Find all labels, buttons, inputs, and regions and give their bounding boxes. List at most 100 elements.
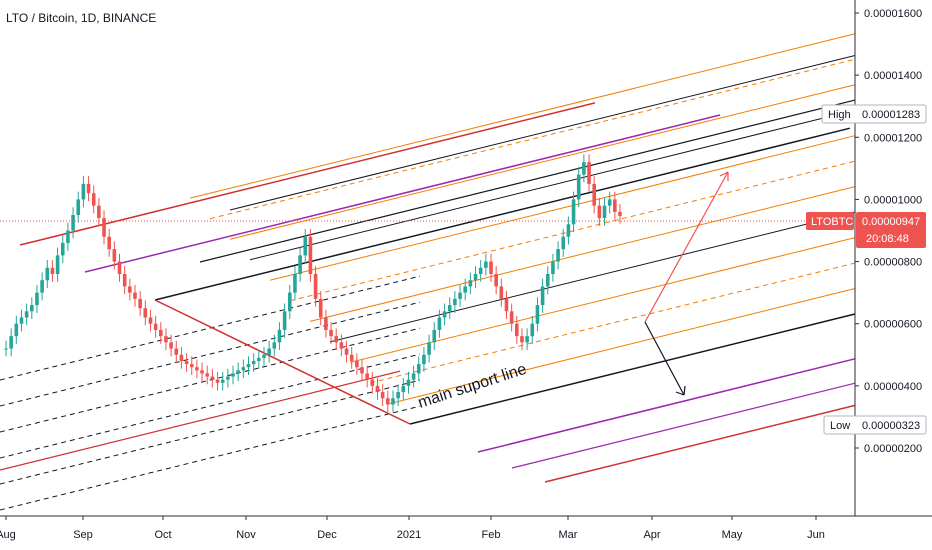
candle-body[interactable] — [19, 317, 24, 324]
candle-body[interactable] — [576, 174, 581, 200]
time-axis[interactable]: Aug Sep Oct Nov Dec 2021 Feb Mar Apr May Jun — [0, 516, 825, 541]
candle-body[interactable] — [205, 373, 210, 377]
candle-body[interactable] — [571, 199, 576, 225]
candle-body[interactable] — [515, 323, 519, 337]
candle-body[interactable] — [107, 236, 111, 250]
candle-body[interactable] — [4, 348, 8, 350]
channel-line[interactable] — [0, 379, 421, 485]
candle-body[interactable] — [504, 298, 509, 312]
candle-body[interactable] — [29, 305, 34, 312]
candles[interactable] — [4, 154, 622, 413]
price-axis[interactable]: 0.00001600 0.00001400 0.00001200 0.00001000… — [855, 8, 922, 455]
candle-body[interactable] — [251, 361, 256, 365]
candle-body[interactable] — [396, 392, 400, 399]
candle-body[interactable] — [613, 199, 617, 212]
candle-body[interactable] — [427, 342, 431, 355]
candle-body[interactable] — [561, 236, 566, 250]
candle-body[interactable] — [60, 242, 65, 256]
candle-body[interactable] — [525, 336, 529, 343]
candle-body[interactable] — [133, 292, 137, 299]
candle-body[interactable] — [566, 224, 571, 237]
candle-body[interactable] — [9, 336, 13, 349]
candle-body[interactable] — [375, 385, 380, 393]
candle-body[interactable] — [76, 199, 81, 215]
candle-body[interactable] — [355, 361, 359, 368]
candle-body[interactable] — [360, 367, 364, 374]
candle-body[interactable] — [169, 342, 173, 349]
candle-body[interactable] — [313, 274, 318, 299]
channel-line[interactable] — [409, 313, 856, 425]
candle-body[interactable] — [117, 261, 122, 274]
candle-body[interactable] — [220, 379, 225, 383]
channel-line[interactable] — [229, 55, 856, 211]
channel-line[interactable] — [0, 405, 421, 511]
candle-body[interactable] — [582, 162, 586, 175]
candle-body[interactable] — [81, 183, 86, 200]
candle-body[interactable] — [298, 255, 302, 274]
candle-body[interactable] — [143, 308, 148, 318]
candle-body[interactable] — [241, 367, 246, 371]
candle-body[interactable] — [401, 385, 406, 393]
candle-body[interactable] — [473, 274, 478, 281]
candle-body[interactable] — [509, 311, 514, 324]
candle-body[interactable] — [602, 205, 607, 219]
candle-body[interactable] — [308, 236, 313, 274]
candle-body[interactable] — [272, 342, 277, 349]
candle-body[interactable] — [411, 373, 416, 380]
candle-body[interactable] — [277, 329, 282, 343]
candle-body[interactable] — [339, 342, 344, 349]
candle-body[interactable] — [618, 211, 622, 216]
candle-body[interactable] — [447, 305, 452, 312]
candle-body[interactable] — [122, 274, 127, 287]
candle-body[interactable] — [231, 373, 235, 377]
candle-body[interactable] — [370, 379, 375, 386]
channel-line[interactable] — [544, 404, 856, 483]
candle-body[interactable] — [592, 183, 597, 206]
candle-body[interactable] — [184, 361, 189, 365]
candle-body[interactable] — [138, 298, 142, 309]
candle-body[interactable] — [282, 311, 287, 330]
candle-body[interactable] — [391, 398, 395, 405]
candle-body[interactable] — [324, 317, 328, 330]
candle-body[interactable] — [551, 261, 555, 274]
candle-body[interactable] — [329, 329, 333, 337]
channel-line[interactable] — [329, 211, 856, 343]
channel-line[interactable] — [269, 135, 856, 281]
candle-body[interactable] — [55, 255, 60, 274]
candle-body[interactable] — [535, 305, 540, 324]
channel-line[interactable] — [0, 327, 421, 433]
candle-body[interactable] — [607, 199, 612, 206]
candle-body[interactable] — [442, 311, 447, 318]
candle-body[interactable] — [380, 392, 385, 399]
channel-line[interactable] — [229, 84, 856, 240]
trend-line[interactable] — [154, 299, 411, 425]
candle-body[interactable] — [102, 218, 106, 237]
candle-body[interactable] — [189, 364, 194, 368]
candle-body[interactable] — [437, 317, 442, 330]
candle-body[interactable] — [545, 274, 550, 287]
candle-body[interactable] — [86, 183, 91, 194]
candle-body[interactable] — [40, 280, 44, 293]
candle-body[interactable] — [35, 292, 39, 306]
candle-body[interactable] — [349, 354, 354, 361]
candle-body[interactable] — [386, 398, 390, 405]
candle-body[interactable] — [262, 354, 266, 358]
candle-body[interactable] — [463, 286, 468, 293]
candle-body[interactable] — [494, 274, 498, 287]
channel-line[interactable] — [0, 353, 421, 459]
candle-body[interactable] — [153, 323, 158, 330]
candle-body[interactable] — [246, 364, 251, 368]
candle-body[interactable] — [215, 379, 220, 383]
candle-body[interactable] — [499, 286, 504, 299]
candle-body[interactable] — [432, 329, 437, 343]
candle-body[interactable] — [195, 367, 199, 371]
candle-body[interactable] — [303, 236, 308, 256]
candle-body[interactable] — [318, 298, 323, 318]
channel-line[interactable] — [189, 33, 856, 199]
candle-body[interactable] — [97, 205, 101, 219]
candle-body[interactable] — [587, 162, 591, 184]
channel-line[interactable] — [0, 275, 421, 381]
candle-body[interactable] — [210, 376, 215, 380]
candle-body[interactable] — [50, 267, 55, 274]
candle-body[interactable] — [200, 370, 204, 374]
